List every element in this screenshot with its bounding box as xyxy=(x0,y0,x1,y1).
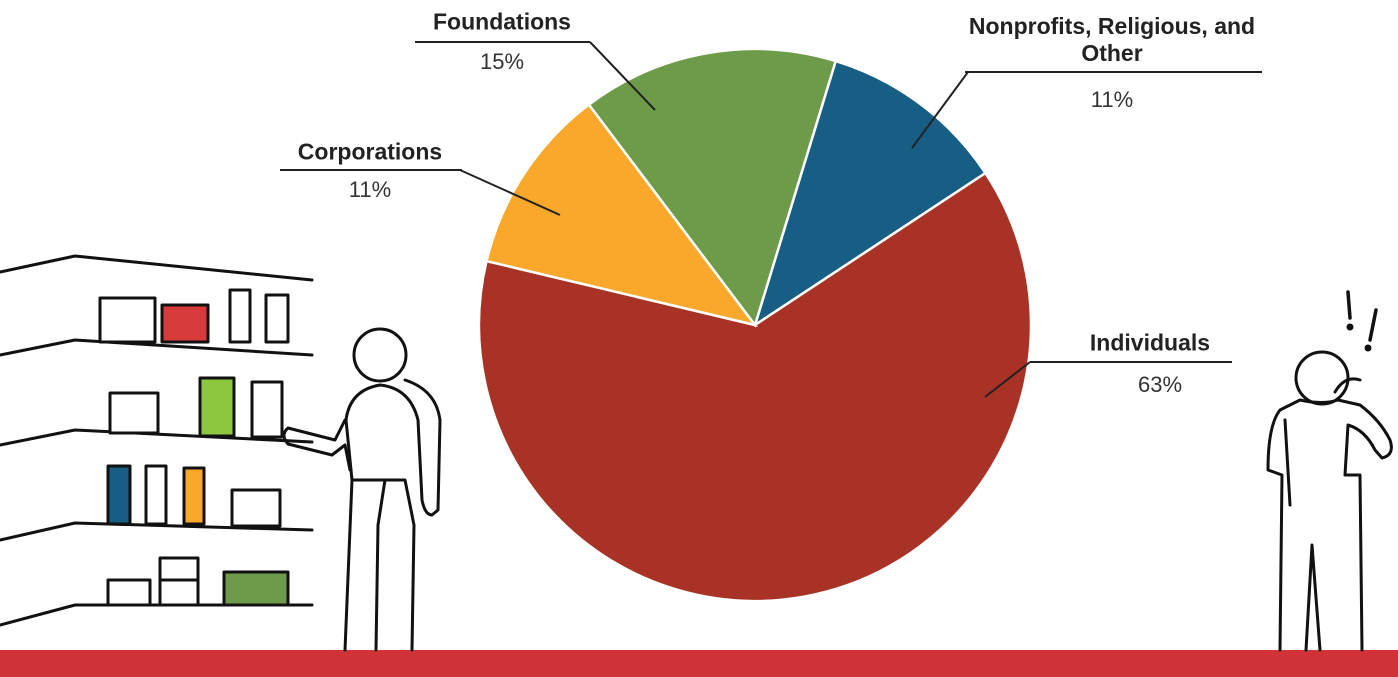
leader-line xyxy=(911,71,1262,149)
slice-label: Corporations xyxy=(297,138,443,165)
slice-label: Nonprofits, Religious, and Other xyxy=(968,13,1256,66)
pie-slice xyxy=(587,47,838,328)
pie-slice xyxy=(477,171,1033,603)
decoration xyxy=(0,254,1398,677)
pie-slice xyxy=(485,102,759,328)
leader-line xyxy=(415,41,656,111)
value-label: 11% xyxy=(348,177,392,202)
value-label: 63% xyxy=(1137,372,1183,397)
leader-line xyxy=(280,169,561,216)
leader-line xyxy=(984,361,1232,398)
slice-label: Foundations xyxy=(433,8,571,35)
value-label: 15% xyxy=(479,49,525,74)
slice-label: Individuals xyxy=(1089,329,1211,356)
value-label: 11% xyxy=(1090,87,1134,112)
